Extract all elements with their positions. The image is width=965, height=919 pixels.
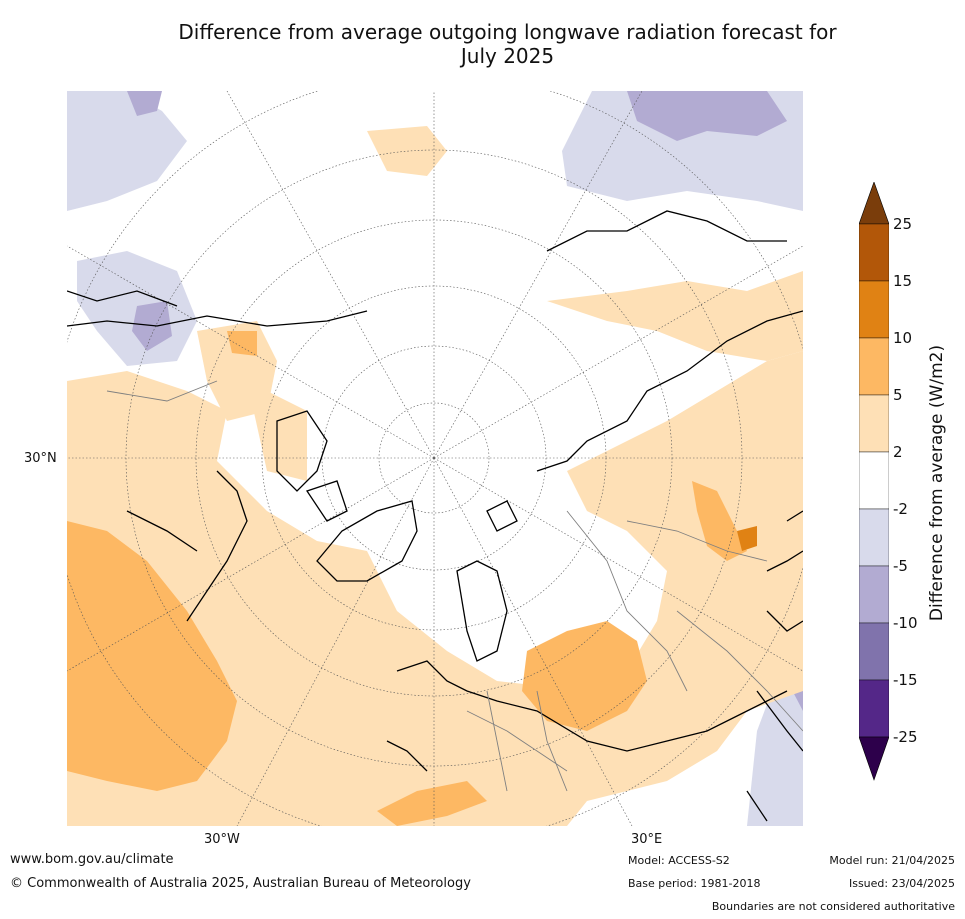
border-europe-1	[466, 710, 568, 772]
area-europe	[522, 621, 647, 731]
colorbar-tick-m2: -2	[893, 500, 908, 518]
meridian-150w	[226, 91, 435, 459]
area-north-pacific-deep	[127, 91, 162, 116]
area-asia-north	[547, 271, 803, 361]
meridian-150e	[433, 91, 643, 459]
colorbar-bin-m10-m5	[859, 565, 889, 624]
meridian-30w	[236, 457, 435, 826]
area-mediterranean	[377, 781, 487, 826]
area-siberia-deep	[627, 91, 787, 141]
colorbar-bin-2-5	[859, 394, 889, 453]
coast-north-america	[67, 310, 368, 622]
area-central-asia	[692, 481, 747, 561]
coast-canadian-arctic	[276, 410, 348, 522]
area-central-asia-strong	[737, 526, 757, 551]
colorbar-cap-bottom	[859, 736, 889, 781]
colorbar-bin-10-15	[859, 280, 889, 339]
meridian-60w	[67, 457, 435, 672]
colorbar-tick-5: 5	[893, 386, 903, 404]
colorbar-bin-5-10	[859, 337, 889, 396]
model-text: Model: ACCESS-S2	[628, 854, 730, 867]
area-north-pacific-east	[367, 126, 447, 176]
title-line-2: July 2025	[460, 44, 555, 68]
area-canada-inner	[227, 331, 257, 356]
disclaimer-text: Boundaries are not considered authoritat…	[711, 900, 955, 913]
forecast-map	[67, 91, 803, 826]
border-europe-3	[536, 690, 568, 792]
country-borders	[106, 380, 803, 792]
coastlines	[67, 210, 803, 822]
colorbar-title: Difference from average (W/m2)	[927, 344, 947, 622]
map-svg	[67, 91, 803, 826]
lat-label-30n: 30°N	[24, 451, 57, 466]
website-link[interactable]: www.bom.gov.au/climate	[10, 852, 174, 867]
colorbar-tick-m15: -15	[893, 671, 918, 689]
lon-label-30e: 30°E	[631, 832, 663, 847]
colorbar-tick-m5: -5	[893, 557, 908, 575]
coast-east-asia	[746, 510, 803, 822]
strong-positive-areas	[67, 331, 757, 826]
meridian-60e	[433, 457, 803, 672]
colorbar-tick-m10: -10	[893, 614, 918, 632]
colorbar-bin-m15-m10	[859, 622, 889, 681]
coast-alaska	[67, 290, 178, 307]
border-russia-west	[566, 510, 688, 692]
meridian-120e	[433, 245, 803, 459]
area-north-pacific	[67, 91, 187, 211]
coast-europe	[386, 660, 788, 772]
base-period-text: Base period: 1981-2018	[628, 877, 761, 890]
colorbar-tick-15: 15	[893, 272, 913, 290]
colorbar-bin-m25-m15	[859, 679, 889, 738]
copyright-text: © Commonwealth of Australia 2025, Austra…	[10, 876, 471, 891]
border-china	[676, 610, 803, 732]
map-title: Difference from average outgoing longwav…	[120, 20, 895, 68]
colorbar-bin-15-25	[859, 223, 889, 282]
border-canada-us	[106, 380, 218, 402]
coast-svalbard	[486, 500, 518, 532]
colorbar-tick-10: 10	[893, 329, 913, 347]
colorbar-bin-m2-2	[859, 451, 889, 510]
border-europe-2	[486, 690, 508, 792]
colorbar-cap-top	[859, 182, 889, 225]
meridian-120w	[67, 245, 435, 459]
colorbar-tick-25: 25	[893, 215, 913, 233]
colorbar-tick-m25: -25	[893, 728, 918, 746]
colorbar	[859, 182, 889, 781]
model-run-text: Model run: 21/04/2025	[829, 854, 955, 867]
lon-label-30w: 30°W	[204, 832, 240, 847]
graticule	[67, 91, 803, 826]
colorbar-bin-m5-m2	[859, 508, 889, 567]
lat-circle-80	[378, 402, 490, 514]
colorbar-tick-2: 2	[893, 443, 903, 461]
coast-siberia	[536, 210, 803, 472]
border-kazakhstan	[626, 520, 768, 562]
issued-text: Issued: 23/04/2025	[848, 877, 955, 890]
title-line-1: Difference from average outgoing longwav…	[178, 20, 837, 44]
area-west-atlantic	[67, 521, 237, 791]
coast-scandinavia	[456, 560, 508, 662]
coast-greenland	[316, 500, 418, 582]
